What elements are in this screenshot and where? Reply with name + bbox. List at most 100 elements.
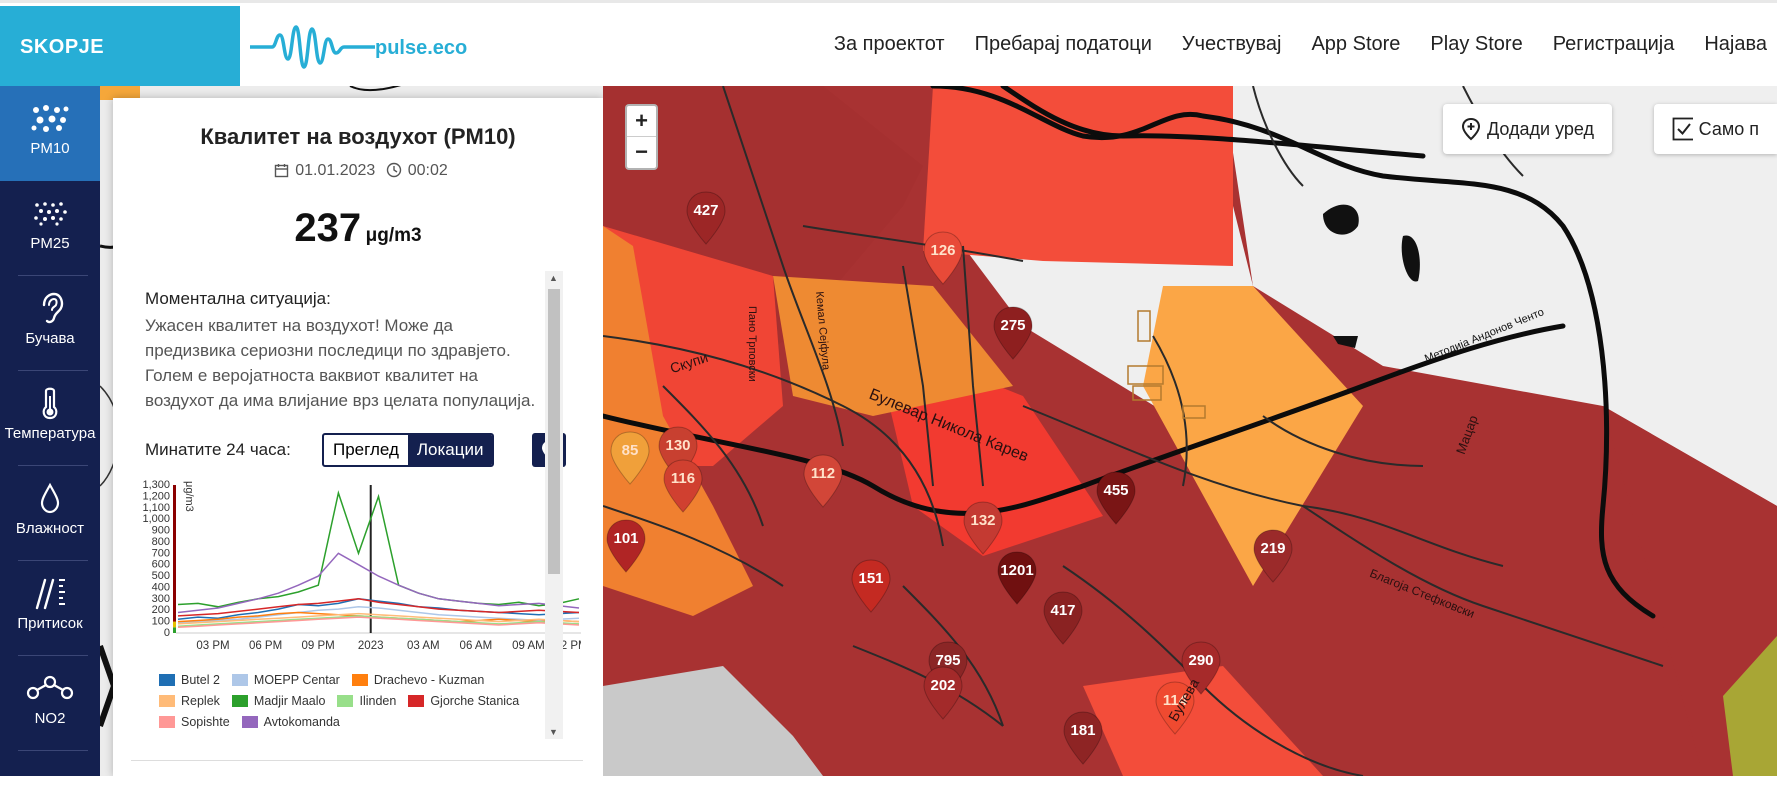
main-nav: За проектот Пребарај податоци Учествувај… (834, 33, 1767, 56)
nav-play-store[interactable]: Play Store (1430, 33, 1523, 55)
sensor-marker[interactable]: 181 (1061, 710, 1105, 766)
add-device-button[interactable]: Додади уред (1443, 104, 1613, 154)
legend-label: Sopishte (181, 714, 230, 729)
legend-item[interactable]: Butel 2 (159, 671, 220, 688)
sensor-marker[interactable]: 114 (1153, 680, 1197, 736)
legend-item[interactable]: Replek (159, 692, 220, 709)
sensor-marker[interactable]: 417 (1041, 590, 1085, 646)
chart-y-tick-label: 700 (152, 547, 170, 559)
sidebar-item-pressure[interactable]: Притисок (0, 561, 100, 656)
chart-x-tick-label: 03 AM (407, 640, 440, 652)
chart-series-line[interactable] (177, 616, 580, 629)
sensor-marker[interactable]: 202 (921, 665, 965, 721)
toggle-locations[interactable]: Локации (407, 435, 493, 465)
sidebar-item-humidity[interactable]: Влажност (0, 466, 100, 561)
panel-scroll-content[interactable]: Моментална ситуација: Ужасен квалитет на… (131, 273, 583, 743)
pm10-dots-icon (31, 105, 69, 132)
brand-name: pulse.eco (375, 37, 468, 59)
sensor-marker-value: 795 (935, 652, 961, 669)
sensor-marker-value: 101 (613, 530, 639, 547)
sensor-marker[interactable]: 1201 (995, 550, 1039, 606)
view-toggle: Преглед Локации (322, 433, 495, 467)
sidebar-item-pm25[interactable]: PM25 (0, 181, 100, 276)
chart-series-line[interactable] (177, 615, 580, 627)
nav-about[interactable]: За проектот (833, 33, 945, 55)
legend-swatch (408, 694, 425, 707)
page-bottom (0, 776, 1777, 797)
zone-orange-center (773, 276, 1013, 416)
panel-scrollbar[interactable]: ▲ ▼ (545, 271, 563, 739)
scrollbar-thumb[interactable] (548, 289, 560, 574)
chart-series-line[interactable] (177, 598, 580, 621)
sensor-marker-value: 202 (930, 677, 956, 694)
legend-item[interactable]: MOEPP Centar (231, 671, 340, 688)
molecule-icon (26, 675, 74, 700)
sensor-marker-value: 151 (858, 570, 884, 587)
legend-item[interactable]: Avtokomanda (241, 713, 340, 730)
nav-search-data[interactable]: Пребарај податоци (974, 33, 1152, 55)
legend-label: Avtokomanda (263, 714, 340, 729)
chart-series-line[interactable] (177, 606, 580, 624)
sensor-marker[interactable]: 85 (608, 430, 652, 486)
sidebar-item-noise[interactable]: Бучава (0, 276, 100, 371)
sidebar-separator (18, 655, 88, 656)
chart-series-line[interactable] (177, 598, 580, 617)
sensor-marker[interactable]: 151 (849, 558, 893, 614)
chart-y-tick-label: 900 (152, 525, 170, 537)
air-quality-map[interactable]: 427 126 275 85 130 116 112 101 132 455 219 151 1201 4… (603, 86, 1777, 776)
legend-label: Ilinden (359, 693, 397, 708)
checkbox-checked-icon[interactable] (1672, 117, 1693, 141)
sensor-marker[interactable]: 126 (921, 230, 965, 286)
city-selector[interactable]: SKOPJE (0, 6, 240, 89)
chart-y-tick-label: 400 (152, 581, 170, 593)
chart-series-line[interactable] (177, 552, 580, 614)
sensor-marker[interactable]: 112 (801, 453, 845, 509)
sensor-marker[interactable]: 290 (1179, 640, 1223, 696)
zone-hatched-sw (603, 666, 823, 776)
nav-login[interactable]: Најава (1704, 33, 1767, 55)
scroll-down-icon[interactable]: ▼ (549, 727, 558, 737)
scroll-up-icon[interactable]: ▲ (549, 273, 558, 283)
sensor-marker[interactable]: 275 (991, 305, 1035, 361)
legend-item[interactable]: Ilinden (337, 692, 396, 709)
legend-item[interactable]: Drachevo - Kuzman (351, 671, 484, 688)
nav-app-store[interactable]: App Store (1311, 33, 1401, 55)
lake-shape (1323, 204, 1359, 235)
sensor-marker-value: 85 (621, 442, 639, 459)
chart-series-line[interactable] (177, 612, 580, 625)
legend-item[interactable]: Gjorche Stanica (408, 692, 519, 709)
reading-unit: μg/m3 (365, 225, 422, 246)
sensor-marker[interactable]: 101 (604, 518, 648, 574)
sensor-marker[interactable]: 132 (961, 500, 1005, 556)
legend-swatch (159, 694, 175, 707)
sidebar-separator (18, 465, 88, 466)
chart-series-line[interactable] (177, 490, 580, 608)
chart-y-tick-label: 1,100 (142, 502, 170, 514)
brand-logo[interactable]: pulse.eco (248, 19, 470, 75)
nav-register[interactable]: Регистрација (1552, 33, 1675, 55)
sensor-marker[interactable]: 455 (1094, 470, 1138, 526)
sidebar-item-pm10[interactable]: PM10 (0, 86, 100, 181)
nav-participate[interactable]: Учествувај (1181, 33, 1282, 55)
only-filter-toggle[interactable]: Само п (1654, 104, 1777, 154)
sidebar-item-label: Температура (4, 425, 96, 442)
sensor-marker[interactable]: 116 (661, 458, 705, 514)
pm10-24h-chart[interactable]: 1,3001,2001,1001,00090080070060050040030… (131, 473, 581, 673)
chart-y-axis-label: μg/m3 (183, 481, 195, 512)
zoom-in-button[interactable]: + (627, 106, 656, 137)
sensor-marker[interactable]: 427 (684, 190, 728, 246)
timestamp: 01.01.2023 00:02 (113, 162, 603, 183)
chart-y-tick-label: 1,300 (142, 479, 170, 491)
legend-item[interactable]: Madjir Maalo (231, 692, 325, 709)
date-value: 01.01.2023 (295, 162, 376, 179)
sidebar-item-temperature[interactable]: Температура (0, 371, 100, 466)
legend-item[interactable]: Sopishte (159, 713, 230, 730)
sidebar-item-no2[interactable]: NO2 (0, 656, 100, 751)
sensor-marker[interactable]: 219 (1251, 528, 1295, 584)
sensor-marker-value: 1201 (1000, 562, 1034, 579)
chart-y-tick-label: 1,000 (142, 513, 170, 525)
zoom-out-button[interactable]: − (635, 139, 648, 164)
toggle-overview[interactable]: Преглед (333, 440, 399, 459)
chart-level-band (173, 627, 176, 633)
legend-label: MOEPP Centar (253, 672, 340, 687)
